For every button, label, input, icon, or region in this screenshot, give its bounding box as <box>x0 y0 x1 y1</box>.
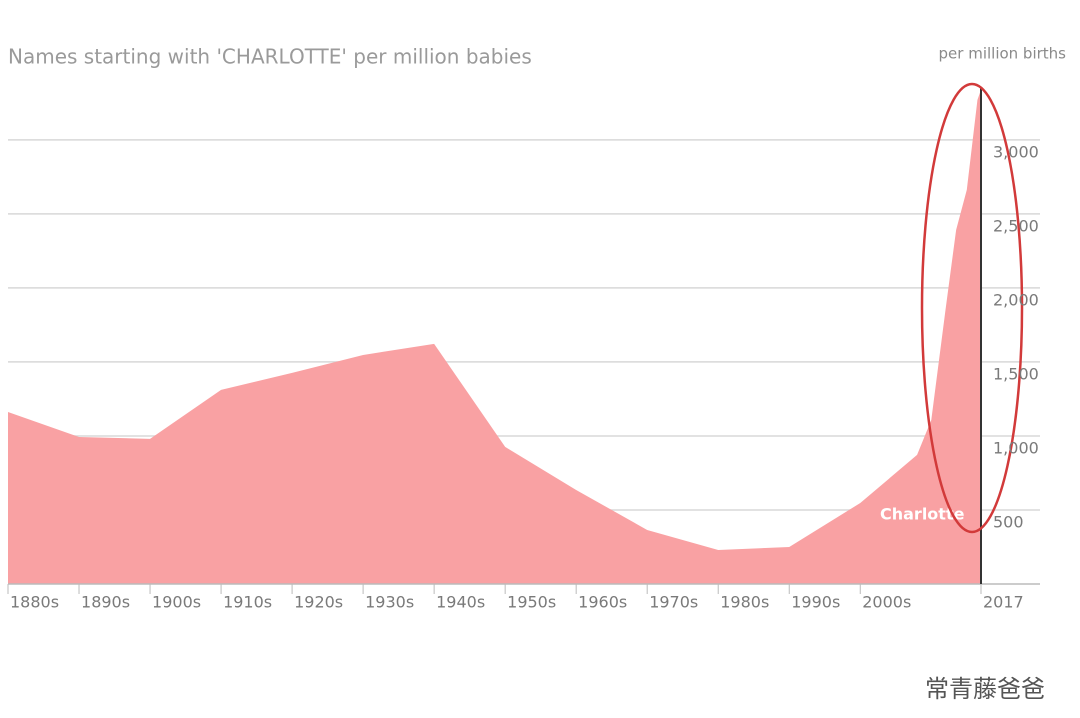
y-axis-label: per million births <box>939 45 1067 63</box>
highlight-ellipse <box>920 82 1024 534</box>
y-tick-label: 1,500 <box>993 364 1039 383</box>
y-tick-label: 2,000 <box>993 290 1039 309</box>
y-tick-label: 500 <box>993 512 1024 531</box>
x-tick-label: 1990s <box>791 593 840 612</box>
y-tick-label: 2,500 <box>993 216 1039 235</box>
x-tick-label: 2017 <box>983 593 1024 612</box>
x-tick-label: 1920s <box>294 593 343 612</box>
x-tick-label: 2000s <box>862 593 911 612</box>
x-tick-label: 1890s <box>81 593 130 612</box>
x-tick-label: 1980s <box>720 593 769 612</box>
x-tick-label: 1880s <box>10 593 59 612</box>
area <box>8 89 981 584</box>
x-tick-label: 1930s <box>365 593 414 612</box>
x-tick-label: 1910s <box>223 593 272 612</box>
x-tick-label: 1900s <box>152 593 201 612</box>
x-tick-label: 1950s <box>507 593 556 612</box>
x-tick-label: 1970s <box>649 593 698 612</box>
watermark: 常青藤爸爸 <box>925 675 1045 703</box>
chart-title: Names starting with 'CHARLOTTE' per mill… <box>8 45 532 69</box>
x-tick-label: 1960s <box>578 593 627 612</box>
annotation: Charlotte <box>880 505 965 524</box>
y-tick-label: 1,000 <box>993 438 1039 457</box>
y-tick-label: 3,000 <box>993 142 1039 161</box>
x-tick-label: 1940s <box>436 593 485 612</box>
